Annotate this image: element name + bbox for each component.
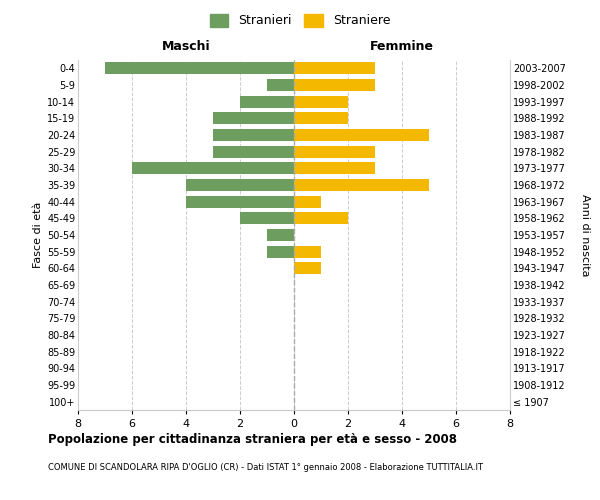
Bar [213, 129, 294, 141]
Y-axis label: Fasce di età: Fasce di età [32, 202, 43, 268]
Bar [105, 62, 294, 74]
Bar [294, 129, 429, 141]
Bar [213, 112, 294, 124]
Bar [294, 146, 375, 158]
Bar [267, 79, 294, 91]
Bar [132, 162, 294, 174]
Bar [294, 96, 348, 108]
Bar [294, 112, 348, 124]
Bar [294, 262, 321, 274]
Bar [267, 229, 294, 241]
Bar [186, 196, 294, 207]
Bar [294, 212, 348, 224]
Bar [213, 146, 294, 158]
Bar [186, 179, 294, 191]
Bar [294, 62, 375, 74]
Text: Femmine: Femmine [370, 40, 434, 53]
Legend: Stranieri, Straniere: Stranieri, Straniere [205, 8, 395, 32]
Bar [294, 162, 375, 174]
Y-axis label: Anni di nascita: Anni di nascita [580, 194, 590, 276]
Bar [267, 246, 294, 258]
Bar [240, 96, 294, 108]
Bar [294, 196, 321, 207]
Text: COMUNE DI SCANDOLARA RIPA D'OGLIO (CR) - Dati ISTAT 1° gennaio 2008 - Elaborazio: COMUNE DI SCANDOLARA RIPA D'OGLIO (CR) -… [48, 462, 483, 471]
Text: Popolazione per cittadinanza straniera per età e sesso - 2008: Popolazione per cittadinanza straniera p… [48, 432, 457, 446]
Bar [294, 179, 429, 191]
Text: Maschi: Maschi [161, 40, 211, 53]
Bar [294, 246, 321, 258]
Bar [294, 79, 375, 91]
Bar [240, 212, 294, 224]
